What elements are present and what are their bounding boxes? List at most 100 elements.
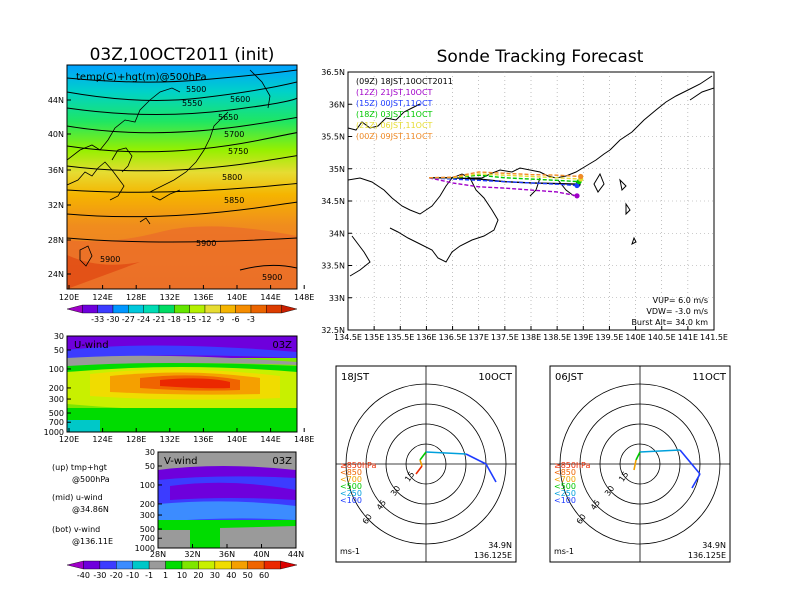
track-lon-tick-label: 137E [469, 333, 489, 342]
hodograph-unit: ms-1 [340, 547, 360, 556]
hodograph-lat: 34.9N [702, 541, 726, 550]
wind-colorbar-label: 10 [177, 571, 187, 580]
track-lon-tick-label: 134.5E [334, 333, 362, 342]
left-legend: (up) tmp+hgt @500hPa (mid) u-wind @34.86… [52, 463, 113, 546]
sonde-track-line [429, 171, 581, 179]
pressure-tick-label: 700 [49, 418, 64, 427]
svg-text:5500: 5500 [186, 85, 206, 94]
temp-colorbar-label: -30 [106, 315, 119, 324]
param-vdw: VDW= -3.0 m/s [646, 307, 708, 316]
hodograph-trace [465, 453, 487, 465]
pressure-tick-label: 700 [140, 534, 155, 543]
hodograph-level-label: <700 [554, 475, 576, 484]
temp-colorbar-label: -15 [183, 315, 196, 324]
temp-colorbar-swatch [82, 304, 98, 314]
vwind-time: 03Z [272, 456, 292, 467]
sonde-track-line [429, 177, 578, 187]
uwind-lon-tick-label: 124E [92, 435, 112, 444]
hodograph-level-label: <250 [554, 489, 576, 498]
wind-colorbar-label: 40 [226, 571, 236, 580]
temp-colorbar-label: -33 [91, 315, 104, 324]
track-lon-tick-label: 141.5E [700, 333, 728, 342]
map-lon-tick-label: 136E [193, 293, 213, 302]
track-lat-tick-label: 36.5N [321, 68, 345, 77]
track-lat-tick-label: 33.5N [321, 262, 345, 271]
hodograph-trace [639, 449, 681, 453]
legend-mid-line2: @34.86N [72, 505, 109, 514]
map-lon-tick-label: 120E [59, 293, 79, 302]
track-legend: (09Z) 18JST,10OCT2011 (12Z) 21JST,10OCT (1… [356, 77, 453, 141]
svg-text:5850: 5850 [224, 196, 244, 205]
pressure-tick-label: 500 [49, 409, 64, 418]
wind-colorbar-swatch [198, 560, 216, 570]
map-lat-tick-label: 36N [48, 166, 64, 175]
hodograph-time: 18JST [341, 372, 370, 383]
pressure-tick-label: 200 [140, 500, 155, 509]
track-lat-tick-label: 34.5N [321, 197, 345, 206]
hodograph-level-label: <100 [340, 496, 362, 505]
wind-colorbar-label: -10 [126, 571, 139, 580]
wind-colorbar-label: 60 [259, 571, 269, 580]
uwind-lon-tick-label: 140E [227, 435, 247, 444]
hodograph-date: 11OCT [692, 372, 727, 383]
track-legend-entry: (09Z) 18JST,10OCT2011 [356, 77, 453, 86]
temp-colorbar-swatch [97, 304, 114, 314]
uwind-lon-tick-label: 136E [193, 435, 213, 444]
track-lat-tick-label: 35.5N [321, 133, 345, 142]
map-lat-tick-label: 28N [48, 236, 64, 245]
track-params: VUP= 6.0 m/s VDW= -3.0 m/s Burst Alt= 34… [631, 296, 708, 327]
right-title: Sonde Tracking Forecast [437, 47, 644, 67]
param-vup: VUP= 6.0 m/s [653, 296, 708, 305]
wind-colorbar-swatch [148, 560, 166, 570]
temp-colorbar-swatch [189, 304, 206, 314]
temp-colorbar-label: -9 [216, 315, 224, 324]
vwind-lat-tick-label: 28N [150, 550, 166, 559]
pressure-tick-label: 300 [140, 511, 155, 520]
temp-colorbar-swatch [128, 304, 144, 314]
track-lon-tick-label: 135E [364, 333, 384, 342]
track-lon-tick-label: 137.5E [491, 333, 519, 342]
map-lon-tick-label: 124E [92, 293, 112, 302]
hodograph-lat: 34.9N [488, 541, 512, 550]
svg-text:5750: 5750 [228, 147, 248, 156]
sonde-track-line [429, 174, 580, 183]
hodograph-level-label: <500 [554, 482, 576, 491]
pressure-tick-label: 30 [145, 448, 155, 457]
wind-colorbar-swatch [83, 560, 101, 570]
sonde-track-endpoint [574, 193, 580, 199]
vwind-lat-tick-label: 32N [184, 550, 200, 559]
hodograph-level-label: <100 [554, 496, 576, 505]
temp-colorbar-label: -3 [247, 315, 255, 324]
hodograph-unit: ms-1 [554, 547, 574, 556]
track-lon-tick-label: 138.5E [543, 333, 571, 342]
track-lon-ticks: 134.5E 135E 135.5E 136E 136.5E 137E 137.5E 138E… [334, 326, 728, 342]
hodograph-level-label: <250 [340, 489, 362, 498]
track-lon-tick-label: 139E [573, 333, 593, 342]
uwind-time: 03Z [272, 340, 292, 351]
uwind-lon-tick-label: 132E [160, 435, 180, 444]
sonde-track-endpoint [578, 173, 584, 180]
map-frame [66, 64, 298, 290]
track-lon-tick-label: 135.5E [386, 333, 414, 342]
map-lon-tick-label: 140E [227, 293, 247, 302]
temperature-map: 5500 5550 5600 5650 5700 5750 5800 5850 … [67, 65, 297, 289]
hodograph-level-label: <850 [340, 468, 362, 477]
wind-colorbar-swatch [280, 560, 298, 570]
track-lon-tick-label: 141E [678, 333, 698, 342]
track-lon-tick-label: 136.5E [439, 333, 467, 342]
wind-colorbar-label: 50 [243, 571, 253, 580]
map-lon-tick-label: 132E [160, 293, 180, 302]
sonde-track-line [428, 177, 578, 197]
pressure-tick-label: 50 [54, 346, 64, 355]
temp-colorbar-swatch [158, 304, 175, 314]
temp-colorbar-swatch [204, 304, 221, 314]
track-lon-tick-label: 140E [625, 333, 645, 342]
temp-colorbar-label: -18 [168, 315, 181, 324]
uwind-lon-ticks: 120E 124E 128E 132E 136E 140E 144E 148E [59, 428, 314, 444]
wind-colorbar-label: -40 [77, 571, 90, 580]
hodograph-level-label: ≥850hPa [554, 461, 591, 470]
legend-up-line2: @500hPa [72, 475, 110, 484]
svg-text:5900: 5900 [196, 239, 216, 248]
hodograph-date: 10OCT [478, 372, 513, 383]
